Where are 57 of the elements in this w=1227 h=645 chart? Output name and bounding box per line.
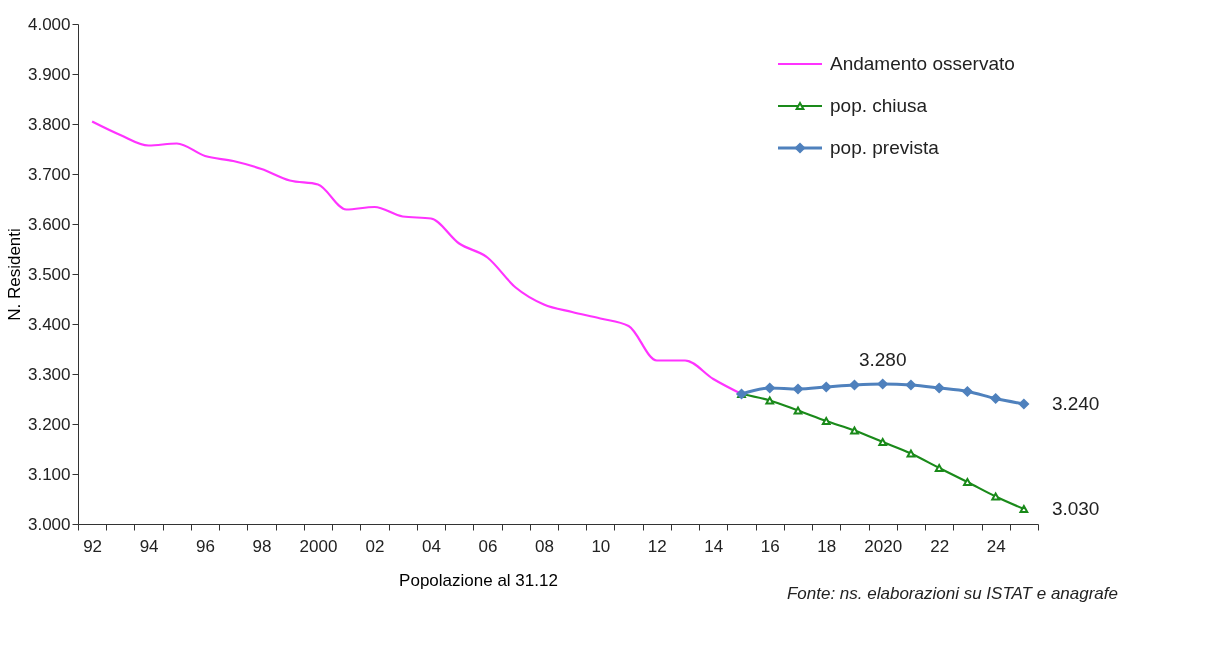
x-tick-label: 12 — [647, 536, 667, 556]
x-tick-label: 98 — [252, 536, 272, 556]
point — [878, 438, 888, 446]
point — [905, 379, 917, 391]
point — [1018, 398, 1030, 410]
point — [793, 406, 803, 415]
y-tick-label: 3.600 — [27, 214, 71, 234]
point — [764, 382, 775, 394]
legend-label: pop. prevista — [830, 137, 940, 158]
y-tick-label: 3.800 — [27, 114, 71, 134]
y-tick-label: 3.500 — [27, 264, 71, 284]
point — [821, 417, 831, 425]
point — [963, 478, 972, 486]
x-tick-label: 04 — [421, 536, 441, 556]
x-tick-label: 22 — [930, 536, 950, 556]
x-tick-label: 92 — [83, 536, 103, 556]
data-label: 3.240 — [1051, 393, 1100, 414]
y-tick-label: 3.400 — [27, 314, 71, 334]
point — [991, 492, 1000, 501]
legend-label: pop. chiusa — [830, 95, 928, 116]
legend-label: Andamento osservato — [830, 53, 1015, 74]
x-tick-label: 02 — [365, 536, 385, 556]
x-tick-label: 2000 — [299, 536, 338, 556]
y-tick-label: 3.900 — [27, 64, 71, 84]
x-tick-label: 24 — [986, 536, 1006, 556]
point — [962, 386, 973, 397]
point — [849, 379, 860, 391]
y-tick-label: 3.000 — [27, 514, 71, 534]
source-note: Fonte: ns. elaborazioni su ISTAT e anagrafe — [786, 584, 1118, 603]
x-tick-label: 08 — [534, 536, 554, 556]
x-tick-label: 10 — [591, 536, 611, 556]
x-tick-label: 2020 — [864, 536, 903, 556]
point — [934, 464, 944, 472]
data-label: 3.280 — [858, 349, 907, 370]
y-tick-label: 3.100 — [27, 464, 71, 484]
x-tick-label: 94 — [139, 536, 159, 556]
point — [850, 426, 859, 435]
y-tick-label: 3.300 — [27, 364, 71, 384]
y-tick-label: 3.700 — [27, 164, 71, 184]
x-tick-label: 06 — [478, 536, 498, 556]
x-tick-label: 96 — [196, 536, 216, 556]
y-tick-label: 4.000 — [27, 14, 71, 34]
point — [821, 381, 832, 393]
x-tick-label: 18 — [817, 536, 837, 556]
point — [765, 396, 775, 405]
point — [1019, 505, 1029, 513]
point — [906, 449, 916, 458]
point — [877, 378, 888, 390]
data-label: 3.030 — [1051, 498, 1100, 519]
x-tick-label: 16 — [760, 536, 780, 556]
x-tick-label: 14 — [704, 536, 724, 556]
y-tick-label: 3.200 — [27, 414, 71, 434]
y-axis-title: N. Residenti — [4, 228, 24, 321]
x-axis-title: Popolazione al 31.12 — [399, 570, 558, 590]
point — [990, 393, 1001, 404]
point — [792, 383, 804, 395]
point — [933, 382, 945, 394]
